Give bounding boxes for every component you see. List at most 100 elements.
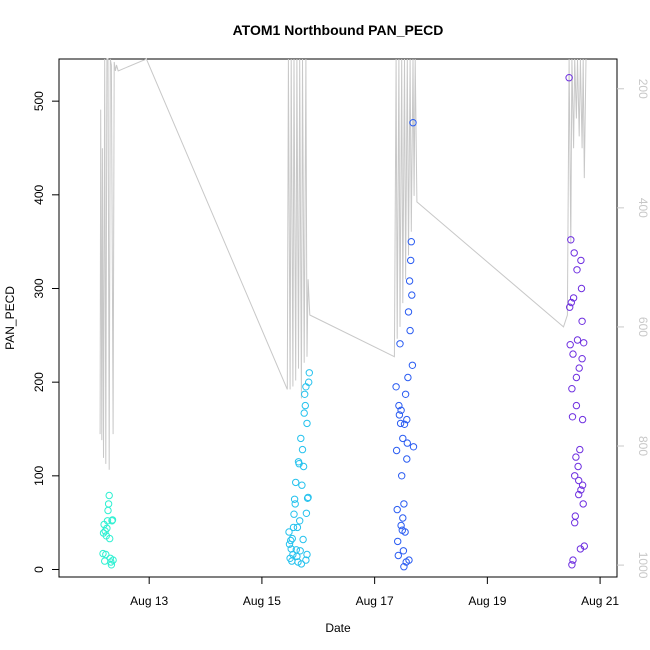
- data-point: [403, 455, 411, 463]
- data-point: [105, 491, 113, 500]
- right-tick-label: 800: [636, 436, 650, 456]
- data-point: [406, 326, 414, 335]
- data-point: [396, 340, 404, 348]
- data-point: [407, 256, 415, 265]
- data-point: [568, 413, 577, 421]
- x-tick-label: Aug 19: [468, 594, 506, 608]
- data-point: [567, 298, 575, 307]
- data-point: [393, 505, 401, 514]
- data-point: [299, 462, 308, 471]
- data-point: [400, 500, 408, 508]
- data-point: [408, 361, 417, 369]
- data-point: [395, 401, 403, 410]
- data-point: [577, 256, 585, 265]
- data-point: [580, 339, 588, 347]
- scatter-points: [99, 74, 588, 571]
- data-point: [404, 308, 413, 316]
- data-point: [303, 419, 311, 428]
- data-point: [301, 401, 309, 410]
- data-point: [103, 524, 111, 532]
- secondary-series: [99, 58, 587, 470]
- data-point: [302, 556, 310, 564]
- x-tick-label: Aug 13: [130, 594, 168, 608]
- data-point: [400, 563, 408, 571]
- data-point: [104, 506, 112, 515]
- data-point: [572, 453, 580, 461]
- data-point: [304, 493, 312, 502]
- right-tick-label: 1000: [636, 552, 650, 579]
- data-point: [409, 443, 418, 451]
- data-point: [566, 303, 574, 311]
- data-point: [405, 277, 414, 285]
- data-point: [305, 369, 313, 377]
- data-point: [301, 390, 309, 398]
- data-point: [568, 561, 576, 569]
- data-point: [569, 350, 577, 358]
- x-tick-label: Aug 21: [581, 594, 619, 608]
- data-point: [305, 378, 313, 386]
- data-point: [577, 284, 586, 293]
- data-point: [575, 490, 583, 499]
- data-point: [298, 445, 307, 454]
- data-point: [571, 512, 579, 520]
- y-tick-label: 200: [32, 372, 46, 392]
- data-point: [392, 446, 401, 455]
- data-point: [565, 74, 573, 82]
- data-point: [297, 560, 306, 568]
- data-point: [405, 556, 413, 564]
- data-point: [573, 336, 582, 344]
- data-point: [576, 445, 584, 454]
- data-point: [566, 341, 574, 349]
- data-point: [569, 556, 577, 564]
- y-tick-label: 500: [32, 91, 46, 111]
- plot-frame: [58, 58, 618, 578]
- y-axis: 0 100 200 300 400 500: [32, 91, 59, 573]
- y-tick-label: 0: [32, 566, 46, 573]
- data-point: [288, 534, 296, 543]
- data-point: [399, 514, 407, 522]
- data-point: [401, 528, 409, 536]
- data-point: [399, 434, 407, 443]
- data-point: [303, 550, 311, 559]
- data-point: [403, 439, 411, 447]
- chart-title: ATOM1 Northbound PAN_PECD: [233, 22, 444, 38]
- right-axis: 200 400 600 800 1000: [617, 79, 650, 579]
- data-point: [409, 119, 417, 127]
- y-tick-label: 100: [32, 466, 46, 486]
- data-point: [107, 561, 116, 569]
- data-point: [397, 406, 405, 414]
- data-point: [296, 547, 304, 555]
- data-point: [570, 249, 578, 257]
- data-point: [109, 556, 117, 564]
- data-point: [579, 500, 587, 508]
- data-point: [578, 481, 587, 489]
- y-axis-label: PAN_PECD: [3, 286, 17, 350]
- data-point: [403, 415, 411, 424]
- data-point: [577, 486, 585, 494]
- data-point: [297, 434, 305, 443]
- data-point: [572, 401, 581, 410]
- data-point: [567, 236, 575, 244]
- data-point: [578, 415, 587, 424]
- data-point: [574, 462, 582, 471]
- x-axis-label: Date: [325, 621, 351, 635]
- data-point: [104, 500, 113, 508]
- data-point: [568, 385, 576, 393]
- y-tick-label: 300: [32, 278, 46, 298]
- data-point: [290, 510, 298, 518]
- data-point: [575, 364, 583, 372]
- data-point: [292, 478, 300, 487]
- data-point: [407, 238, 415, 246]
- data-point: [573, 266, 581, 274]
- data-point: [302, 509, 311, 517]
- data-point: [293, 552, 301, 561]
- data-point: [571, 472, 579, 480]
- x-tick-label: Aug 15: [243, 594, 281, 608]
- data-point: [404, 373, 412, 382]
- data-point: [108, 516, 117, 524]
- data-point: [290, 495, 299, 503]
- data-point: [394, 537, 402, 546]
- data-point: [107, 558, 115, 566]
- data-point: [289, 550, 297, 559]
- x-axis: Aug 13 Aug 15 Aug 17 Aug 19 Aug 21: [130, 577, 619, 608]
